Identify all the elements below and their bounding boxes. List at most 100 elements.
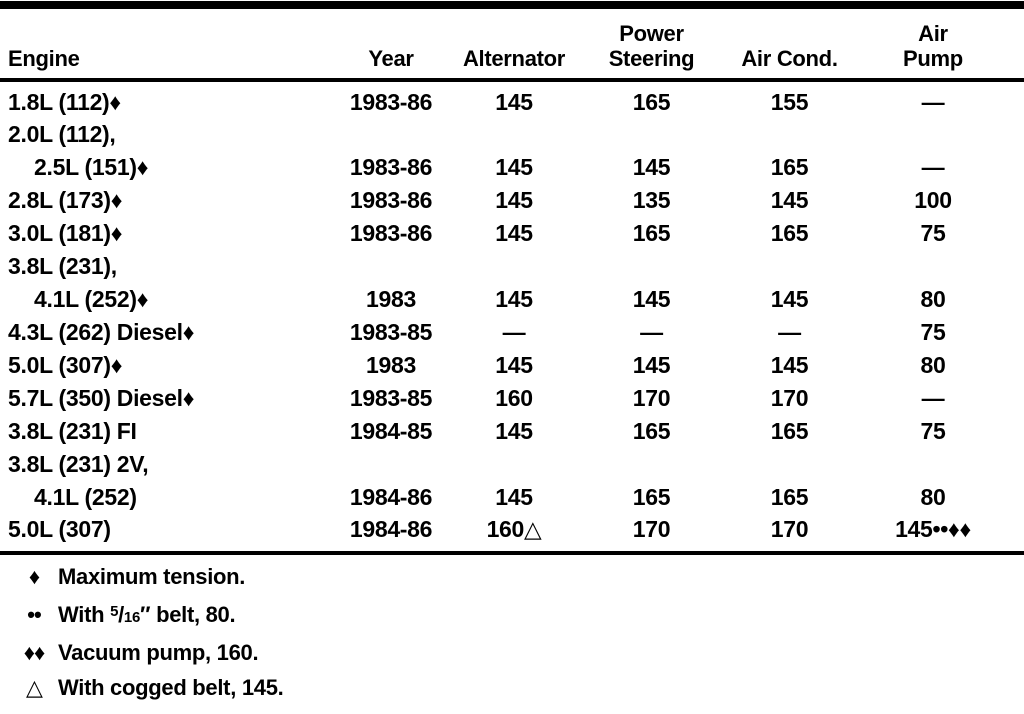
air-cond-cell: — [778,319,801,345]
power-steering-cell: 165 [632,418,671,444]
table-row: 2.8L (173)♦ 1983-86 145 135 145 100 [0,184,1024,217]
engine-cell: 3.8L (231) 2V, [8,451,149,477]
air-cond-cell [719,250,860,283]
air-pump-cell [860,250,1024,283]
alternator-cell: 145 [495,220,533,246]
header-line1: Air [918,21,948,46]
col-header-air-pump: Air Pump [860,11,1024,82]
engine-cell: 2.5L (151)♦ [34,154,149,180]
table-row: 5.0L (307)♦ 1983 145 145 145 80 [0,349,1024,382]
engine-cell: 4.1L (252)♦ [34,286,149,312]
year-cell: 1983-85 [349,319,433,345]
col-header-alternator: Alternator [444,11,584,82]
footnote-text: Maximum tension. [58,564,246,589]
engine-cell: 1.8L (112)♦ [8,89,121,115]
year-cell: 1983-86 [349,220,433,246]
year-cell [338,250,444,283]
col-header-power-steering: Power Steering [584,11,719,82]
table-row: 3.0L (181)♦ 1983-86 145 165 165 75 [0,217,1024,250]
table-row: 4.3L (262) Diesel♦ 1983-85 — — — 75 [0,316,1024,349]
alternator-cell: 145 [495,286,533,312]
power-steering-cell: 165 [632,484,671,510]
header-row: Engine Year Alternator Power Steering Ai… [0,11,1024,82]
fraction-slash: / [118,602,124,627]
air-pump-cell: — [921,385,945,411]
engine-cell: 5.0L (307) [0,514,338,555]
year-cell: 1984-86 [349,484,433,510]
air-cond-cell [719,118,860,151]
year-cell: 1984-86 [338,514,444,555]
col-header-year: Year [338,11,444,82]
diamond-icon: ♦ [28,564,40,589]
year-cell [338,448,444,481]
fraction-denominator: 16 [123,609,141,626]
footnote-text: With 5/16″ belt, 80. [58,599,236,631]
table-row: 5.7L (350) Diesel♦ 1983-85 160 170 170 — [0,382,1024,415]
header-line1: Power [619,21,684,46]
air-cond-cell: 165 [770,418,809,444]
power-steering-cell: 170 [584,514,719,555]
year-cell [338,118,444,151]
air-pump-cell: 75 [920,319,946,345]
air-cond-cell: 145 [770,286,809,312]
table-row: 4.1L (252)♦ 1983 145 145 145 80 [0,283,1024,316]
air-pump-cell: 75 [920,418,946,444]
year-cell: 1983-86 [349,154,433,180]
power-steering-cell: 145 [632,286,671,312]
alternator-cell: 145 [495,352,533,378]
power-steering-cell: 135 [632,187,671,213]
year-cell: 1983 [366,352,416,378]
air-cond-cell [719,448,860,481]
air-cond-cell: 155 [770,89,809,115]
alternator-cell: 160△ [444,514,584,555]
fraction-numerator: 5 [110,603,119,620]
alternator-cell [444,250,584,283]
header-line2: Steering [608,46,695,71]
engine-cell: 4.3L (262) Diesel♦ [8,319,195,345]
air-pump-cell [860,448,1024,481]
footnotes: ♦ Maximum tension. •• With 5/16″ belt, 8… [0,564,1024,701]
top-rule [0,1,1024,9]
table-header: Engine Year Alternator Power Steering Ai… [0,11,1024,82]
air-pump-cell: 145••♦♦ [860,514,1024,555]
alternator-cell: 145 [495,484,533,510]
year-cell: 1983-85 [349,385,433,411]
year-cell: 1983 [366,286,416,312]
header-line2: Pump [903,46,963,71]
footnote-text: With cogged belt, 145. [58,675,284,700]
table-row: 2.5L (151)♦ 1983-86 145 145 165 — [0,151,1024,184]
table-row: 3.8L (231) 2V, [0,448,1024,481]
col-header-engine: Engine [0,11,338,82]
table-row: 4.1L (252) 1984-86 145 165 165 80 [0,481,1024,514]
engine-cell: 3.8L (231), [8,253,117,279]
air-cond-cell: 170 [719,514,860,555]
air-pump-cell: 75 [920,220,946,246]
footnote-text-post: ″ belt, 80. [140,602,236,627]
footnote-cogged-belt: △ With cogged belt, 145. [10,675,1024,701]
air-pump-cell: 80 [920,484,946,510]
triangle-icon: △ [26,675,43,700]
alternator-cell: 160 [495,385,533,411]
air-pump-cell: 100 [914,187,952,213]
power-steering-cell: — [640,319,663,345]
air-cond-cell: 165 [770,484,809,510]
year-cell: 1983-86 [349,89,433,115]
air-pump-cell: — [921,89,945,115]
footnote-text-pre: With [58,602,111,627]
belt-tension-table: Engine Year Alternator Power Steering Ai… [0,11,1024,555]
alternator-cell: 145 [495,187,533,213]
col-header-air-cond: Air Cond. [719,11,860,82]
engine-cell: 5.7L (350) Diesel♦ [8,385,195,411]
year-cell: 1984-85 [349,418,433,444]
air-cond-cell: 165 [770,220,809,246]
footnote-text: Vacuum pump, 160. [58,640,259,665]
header-line2: Year [368,46,414,71]
engine-cell: 5.0L (307)♦ [8,352,123,378]
power-steering-cell: 165 [632,220,671,246]
alternator-cell: — [502,319,526,345]
footnote-belt-size: •• With 5/16″ belt, 80. [10,599,1024,631]
power-steering-cell [584,250,719,283]
air-pump-cell: 80 [920,352,946,378]
engine-cell: 4.1L (252) [34,484,137,510]
air-cond-cell: 145 [770,187,809,213]
